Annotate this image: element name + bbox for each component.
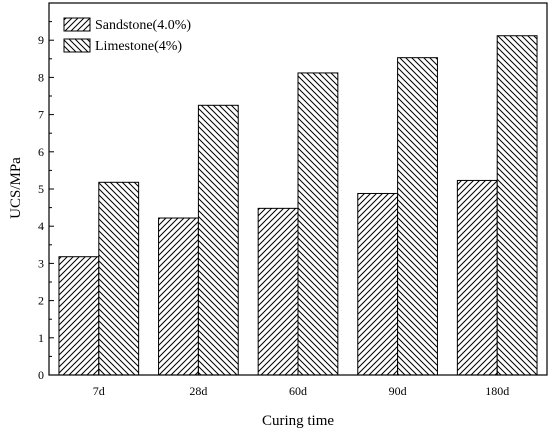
y-tick-label: 5 <box>38 182 44 196</box>
x-tick-label: 7d <box>93 384 105 398</box>
y-tick-label: 4 <box>38 219 44 233</box>
legend-label: Limestone(4%) <box>95 39 182 54</box>
y-tick-label: 9 <box>38 33 44 47</box>
bar-sandstone-7d <box>58 256 100 376</box>
bar-sandstone-60d <box>257 207 299 376</box>
legend-label: Sandstone(4.0%) <box>95 18 191 33</box>
bar-limestone-90d <box>397 57 438 376</box>
y-tick-label: 7 <box>38 108 44 122</box>
x-tick-label: 60d <box>289 384 307 398</box>
x-axis-label: Curing time <box>262 413 334 429</box>
legend: Sandstone(4.0%) Limestone(4%) <box>63 17 191 54</box>
bar-limestone-28d <box>197 104 239 376</box>
y-axis-label: UCS/MPa <box>8 157 24 219</box>
y-axis: 0 1 2 3 4 5 6 7 8 9 <box>38 21 54 382</box>
bar-sandstone-28d <box>158 217 199 376</box>
plot-frame <box>48 2 548 376</box>
x-tick-label: 90d <box>389 384 407 398</box>
x-tick-label: 28d <box>189 384 207 398</box>
x-axis: 7d 28d 60d 90d 180d <box>93 370 509 398</box>
y-tick-label: 8 <box>38 70 44 84</box>
legend-swatch <box>63 17 91 32</box>
y-tick-label: 2 <box>38 294 44 308</box>
x-tick-label: 180d <box>485 384 509 398</box>
bar-limestone-7d <box>98 181 140 376</box>
y-tick-label: 6 <box>38 145 44 159</box>
y-tick-label: 1 <box>38 331 44 345</box>
y-tick-label: 3 <box>38 256 44 270</box>
bar-sandstone-180d <box>456 179 498 376</box>
bars-group <box>58 35 538 376</box>
bar-limestone-180d <box>496 35 538 376</box>
bar-limestone-60d <box>297 72 339 376</box>
legend-swatch <box>63 38 91 53</box>
bar-sandstone-90d <box>357 192 399 376</box>
y-tick-label: 0 <box>38 368 44 382</box>
